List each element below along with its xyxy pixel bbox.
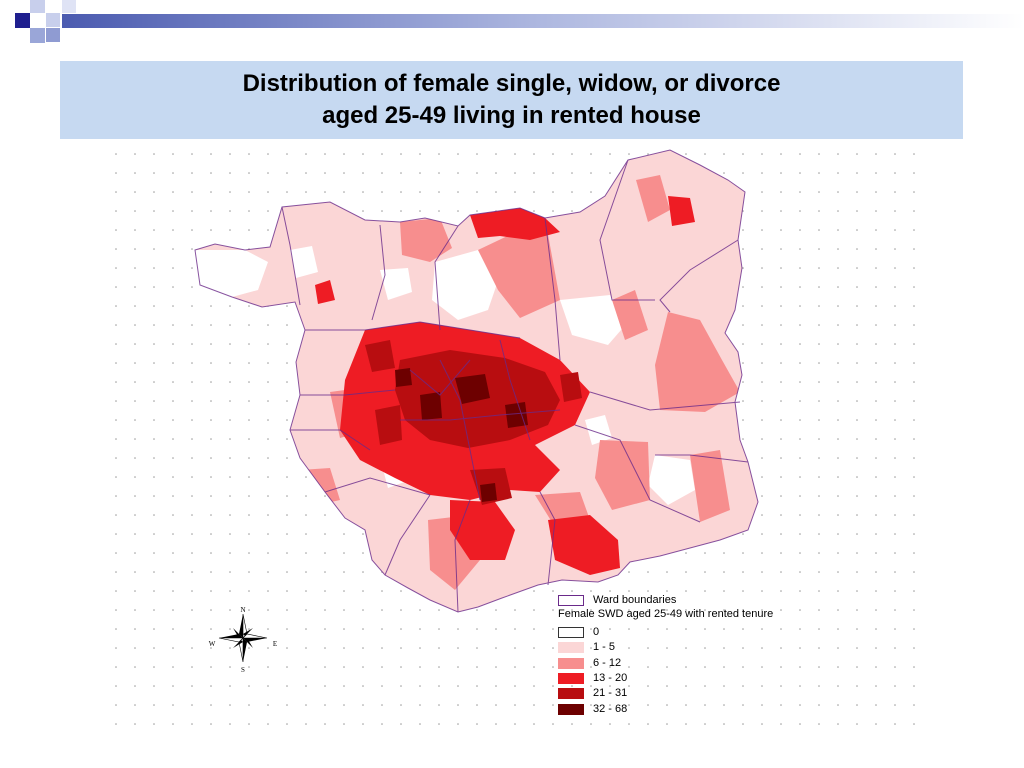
- ward-line: [324, 477, 431, 496]
- class-0-zones: [195, 246, 695, 505]
- ward-line: [454, 499, 471, 613]
- zone-darkest-red: [455, 374, 490, 404]
- decor-square-blue-2: [46, 28, 60, 42]
- zone-darkest-red: [395, 368, 412, 387]
- zone-red: [668, 196, 695, 226]
- zone-red: [315, 280, 335, 304]
- slide-decoration: [15, 0, 1024, 43]
- zone-medium-pink: [478, 218, 560, 318]
- legend-class-label: 1 - 5: [593, 641, 616, 653]
- ward-line: [659, 239, 739, 313]
- compass-south-label: S: [241, 666, 245, 674]
- slide-title-line-2: aged 25-49 living in rented house: [322, 102, 701, 129]
- decor-square-light-2: [46, 13, 60, 27]
- legend-class-row: 13 - 20: [558, 671, 627, 685]
- ward-line: [300, 389, 396, 396]
- zone-medium-pink: [636, 175, 670, 222]
- title-box: Distribution of female single, widow, or…: [60, 61, 963, 139]
- decor-square-light-3: [62, 0, 76, 13]
- ward-line: [655, 454, 749, 463]
- zone-medium-pink: [655, 312, 740, 412]
- ward-line: [539, 491, 556, 586]
- legend-class-row: 21 - 31: [558, 686, 627, 700]
- zone-medium-pink: [595, 440, 650, 510]
- legend-swatch: [558, 641, 584, 653]
- decor-square-light-1: [30, 0, 45, 13]
- zone-white: [380, 268, 412, 300]
- legend-class-row: 0: [558, 625, 599, 639]
- zone-dark-red: [375, 405, 402, 445]
- legend-swatch: [558, 687, 584, 699]
- zone-white: [560, 295, 628, 345]
- legend-class-label: 6 - 12: [593, 657, 622, 669]
- ward-line: [439, 359, 481, 501]
- legend-swatch: [558, 626, 584, 638]
- zone-dark-red: [560, 372, 582, 402]
- legend-swatch: [558, 657, 584, 669]
- legend-class-row: 1 - 5: [558, 640, 615, 654]
- legend-title: Female SWD aged 25-49 with rented tenure: [558, 608, 774, 620]
- legend-swatch: [558, 703, 584, 715]
- legend-class-label: 21 - 31: [593, 687, 628, 699]
- district-outline: [194, 149, 759, 613]
- zone-red: [450, 500, 515, 560]
- ward-line: [409, 359, 471, 396]
- ward-line: [599, 159, 655, 301]
- ward-line: [434, 225, 459, 331]
- legend-class-row: 6 - 12: [558, 656, 621, 670]
- zone-white: [195, 250, 268, 297]
- zone-darkest-red: [505, 402, 528, 428]
- zone-white: [585, 415, 612, 445]
- slide-title-line-1: Distribution of female single, widow, or…: [242, 70, 781, 97]
- map-legend: Ward boundaries Female SWD aged 25-49 wi…: [558, 593, 858, 723]
- legend-ward-label: Ward boundaries: [593, 594, 677, 606]
- legend-class-row: 32 - 68: [558, 702, 627, 716]
- compass-west-label: W: [209, 640, 216, 648]
- ward-line: [305, 321, 421, 331]
- zone-darkest-red: [420, 392, 442, 420]
- zone-red: [548, 515, 620, 575]
- legend-ward-swatch: [558, 594, 584, 606]
- ward-line: [419, 321, 521, 339]
- zone-medium-pink: [400, 218, 452, 262]
- zone-white: [432, 250, 500, 320]
- legend-swatch: [558, 672, 584, 684]
- compass-rose: N S E W: [209, 606, 277, 674]
- zone-medium-pink: [612, 290, 648, 340]
- legend-class-label: 13 - 20: [593, 672, 628, 684]
- compass-north-label: N: [240, 606, 245, 614]
- zone-medium-pink: [690, 450, 730, 522]
- compass-east-label: E: [273, 640, 277, 648]
- ward-line: [400, 409, 561, 421]
- zone-white: [290, 246, 318, 278]
- ward-boundaries: [194, 149, 759, 613]
- ward-line: [384, 494, 431, 576]
- zone-dark-red: [365, 340, 395, 372]
- zone-white: [648, 455, 695, 505]
- ward-line: [371, 224, 386, 321]
- legend-ward-boundaries: Ward boundaries: [558, 593, 676, 607]
- ward-line: [281, 206, 301, 306]
- ward-line: [499, 339, 531, 441]
- ward-line: [589, 391, 741, 411]
- ward-line: [290, 429, 371, 451]
- decor-square-blue-1: [30, 28, 45, 43]
- decor-square-navy: [15, 13, 30, 28]
- ward-line: [544, 217, 561, 361]
- legend-class-label: 0: [593, 626, 600, 638]
- zone-darkest-red: [480, 483, 497, 502]
- zone-red: [470, 208, 560, 240]
- legend-class-label: 32 - 68: [593, 703, 628, 715]
- class-5-zones: [395, 368, 528, 502]
- ward-line: [574, 424, 701, 523]
- decor-gradient-bar: [62, 14, 1024, 28]
